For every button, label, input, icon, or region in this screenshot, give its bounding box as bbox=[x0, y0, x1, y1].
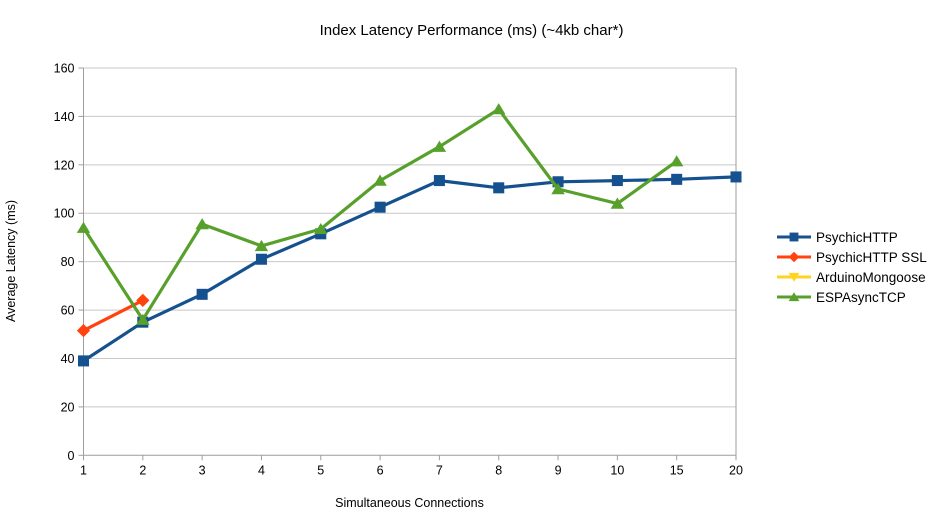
series-marker-psychichttp bbox=[255, 253, 267, 265]
series-marker-espasynctcp bbox=[492, 103, 506, 115]
y-tick-label: 120 bbox=[54, 158, 75, 172]
legend-marker bbox=[788, 251, 800, 263]
x-tick-label: 20 bbox=[729, 463, 743, 477]
y-tick-label: 160 bbox=[54, 62, 75, 76]
triangle-up-legend-icon bbox=[777, 292, 811, 302]
series-marker-espasynctcp bbox=[254, 239, 269, 252]
legend: PsychicHTTP PsychicHTTP SSL ArduinoMongoos… bbox=[777, 227, 927, 307]
series-marker-espasynctcp bbox=[551, 183, 565, 195]
legend-item-arduinomongoose: ArduinoMongoose bbox=[777, 267, 927, 287]
y-tick-label: 100 bbox=[54, 207, 75, 221]
x-tick-label: 4 bbox=[258, 463, 265, 477]
series-marker-psychichttp bbox=[493, 182, 505, 194]
legend-label: ESPAsyncTCP bbox=[816, 289, 906, 305]
series-marker-psychichttp bbox=[433, 175, 445, 187]
series-marker-psychichttp bbox=[671, 173, 683, 185]
x-tick-label: 1 bbox=[80, 463, 87, 477]
triangle-down-legend-icon bbox=[777, 272, 811, 282]
series-line-psychichttp bbox=[82, 175, 737, 363]
series-marker-psychichttp-ssl bbox=[136, 293, 150, 307]
series-marker-espasynctcp bbox=[432, 140, 447, 152]
series-marker-psychichttp bbox=[611, 175, 623, 187]
chart-title: Index Latency Performance (ms) (~4kb cha… bbox=[319, 22, 624, 39]
x-tick-label: 5 bbox=[317, 463, 324, 477]
series-marker-psychichttp bbox=[77, 355, 90, 367]
x-tick-label: 10 bbox=[610, 463, 624, 477]
x-tick-label: 9 bbox=[555, 463, 562, 477]
x-axis-title: Simultaneous Connections bbox=[335, 496, 484, 510]
legend-marker bbox=[789, 232, 799, 242]
series-line-espasynctcp bbox=[82, 107, 678, 322]
legend-marker bbox=[788, 292, 800, 302]
x-tick-label: 3 bbox=[199, 463, 206, 477]
x-tick-label: 6 bbox=[377, 463, 384, 477]
y-tick-label: 140 bbox=[54, 110, 75, 124]
series-marker-espasynctcp bbox=[669, 155, 684, 167]
y-tick-label: 20 bbox=[61, 400, 75, 414]
x-tick-label: 7 bbox=[436, 463, 443, 477]
series-marker-espasynctcp bbox=[373, 174, 387, 186]
series-marker-psychichttp bbox=[552, 176, 564, 188]
y-tick-label: 40 bbox=[61, 352, 75, 366]
diamond-legend-icon bbox=[777, 251, 811, 263]
series-marker-psychichttp-ssl bbox=[76, 324, 91, 338]
legend-item-psychichttp: PsychicHTTP bbox=[777, 227, 927, 247]
series-marker-espasynctcp bbox=[610, 197, 625, 209]
legend-label: PsychicHTTP SSL bbox=[816, 249, 927, 265]
legend-item-psychichttp-ssl: PsychicHTTP SSL bbox=[777, 247, 927, 267]
legend-marker bbox=[788, 272, 800, 282]
x-tick-label: 8 bbox=[495, 463, 502, 477]
series-marker-psychichttp bbox=[196, 288, 208, 300]
x-tick-label: 15 bbox=[670, 463, 684, 477]
y-tick-label: 0 bbox=[68, 449, 75, 463]
series-marker-psychichttp bbox=[374, 201, 386, 213]
y-tick-label: 80 bbox=[61, 255, 75, 269]
series-marker-espasynctcp bbox=[314, 222, 328, 235]
legend-label: PsychicHTTP bbox=[816, 229, 898, 245]
y-tick-label: 60 bbox=[61, 304, 75, 318]
series-marker-espasynctcp bbox=[136, 313, 150, 325]
square-legend-icon bbox=[777, 232, 811, 242]
legend-label: ArduinoMongoose bbox=[816, 269, 926, 285]
x-tick-label: 2 bbox=[139, 463, 146, 477]
series-marker-psychichttp bbox=[730, 171, 742, 183]
legend-item-espasynctcp: ESPAsyncTCP bbox=[777, 287, 927, 307]
series-marker-espasynctcp bbox=[76, 221, 91, 233]
series-marker-espasynctcp bbox=[195, 218, 209, 230]
